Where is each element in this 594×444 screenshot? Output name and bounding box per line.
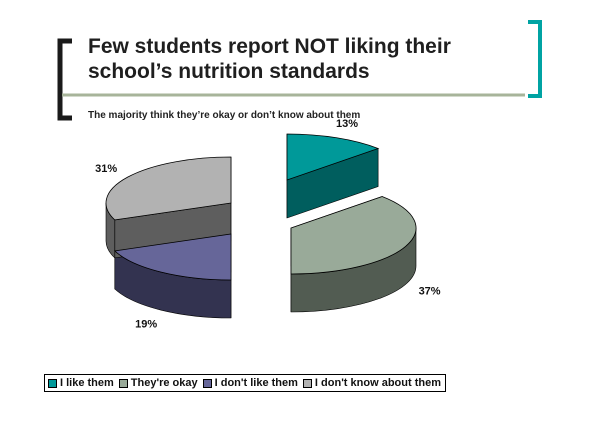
data-label-i-like-them: 13% — [336, 118, 358, 130]
legend-item-i-like-them: I like them — [48, 377, 114, 389]
legend-label-i-don-t-know-about-them: I don't know about them — [314, 377, 441, 389]
slide-title: Few students report NOT liking their sch… — [88, 35, 451, 83]
pie-slice-top-i-don-t-know-about-them — [105, 156, 232, 221]
data-label-i-don-t-like-them: 19% — [135, 318, 157, 330]
slide-subtitle: The majority think they’re okay or don’t… — [88, 110, 361, 121]
legend-swatch-i-don-t-like-them — [202, 378, 212, 388]
pie-slice-top-they-re-okay — [290, 196, 417, 275]
legend-item-i-don-t-know-about-them: I don't know about them — [302, 377, 441, 389]
legend-label-i-like-them: I like them — [60, 377, 114, 389]
data-label-they-re-okay: 37% — [419, 286, 441, 298]
legend-item-i-don-t-like-them: I don't like them — [202, 377, 298, 389]
left-bracket-decoration — [57, 38, 72, 121]
legend-item-they-re-okay: They're okay — [118, 377, 198, 389]
legend-swatch-i-don-t-know-about-them — [302, 378, 312, 388]
chart-legend: I like them They're okay I don't like them… — [44, 374, 446, 392]
legend-label-they-re-okay: They're okay — [130, 377, 198, 389]
pie-slice-top-i-like-them — [286, 133, 380, 181]
legend-label-i-don-t-like-them: I don't like them — [214, 377, 298, 389]
pie-top-layer: 13% 37% 19% 31% — [95, 118, 441, 330]
pie-slice-top-i-don-t-like-them — [113, 233, 232, 281]
legend-swatch-i-like-them — [48, 378, 57, 388]
legend-swatch-they-re-okay — [118, 378, 128, 388]
data-label-i-don-t-know-about-them: 31% — [95, 163, 117, 175]
right-bracket-decoration — [528, 20, 542, 98]
